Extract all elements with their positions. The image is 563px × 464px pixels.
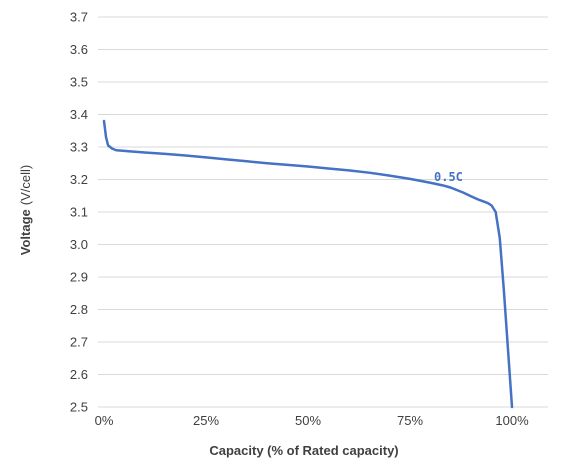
y-axis-title-main: Voltage [18, 209, 33, 255]
y-tick-label: 3.5 [70, 75, 88, 90]
y-tick-label: 3.7 [70, 10, 88, 25]
x-tick-label: 25% [193, 413, 219, 428]
y-tick-label: 2.9 [70, 270, 88, 285]
y-tick-label: 3.1 [70, 205, 88, 220]
x-tick-label: 100% [495, 413, 529, 428]
series-group: 0.5C [102, 119, 514, 409]
y-tick-label: 2.5 [70, 400, 88, 415]
y-tick-label: 2.6 [70, 367, 88, 382]
x-tick-label: 0% [95, 413, 114, 428]
series-line-0.5C [102, 119, 514, 409]
y-tick-label: 3.3 [70, 140, 88, 155]
y-tick-label: 2.8 [70, 302, 88, 317]
series-label: 0.5C [434, 170, 463, 184]
y-tick-label: 3.4 [70, 107, 88, 122]
x-tick-label: 50% [295, 413, 321, 428]
x-tick-label: 75% [397, 413, 423, 428]
x-axis-ticks: 0% 25% 50% 75% 100% [95, 413, 529, 428]
y-tick-label: 3.0 [70, 237, 88, 252]
y-axis-title: Voltage (V/cell) [18, 165, 33, 255]
y-tick-label: 3.6 [70, 42, 88, 57]
y-axis-ticks: 2.5 2.6 2.7 2.8 2.9 3.0 3.1 3.2 3.3 3.4 3.5 3.6 3.7 [70, 10, 88, 415]
x-axis-title: Capacity (% of Rated capacity) [209, 443, 398, 458]
y-tick-label: 3.2 [70, 172, 88, 187]
y-axis-title-unit: (V/cell) [18, 165, 33, 205]
y-tick-label: 2.7 [70, 335, 88, 350]
grid-lines [98, 16, 548, 408]
